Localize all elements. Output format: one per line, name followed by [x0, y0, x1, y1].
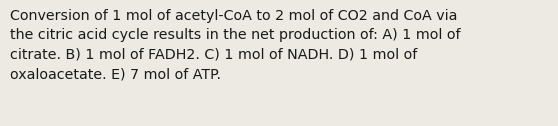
Text: Conversion of 1 mol of acetyl-CoA to 2 mol of CO2 and CoA via
the citric acid cy: Conversion of 1 mol of acetyl-CoA to 2 m… [10, 9, 460, 81]
